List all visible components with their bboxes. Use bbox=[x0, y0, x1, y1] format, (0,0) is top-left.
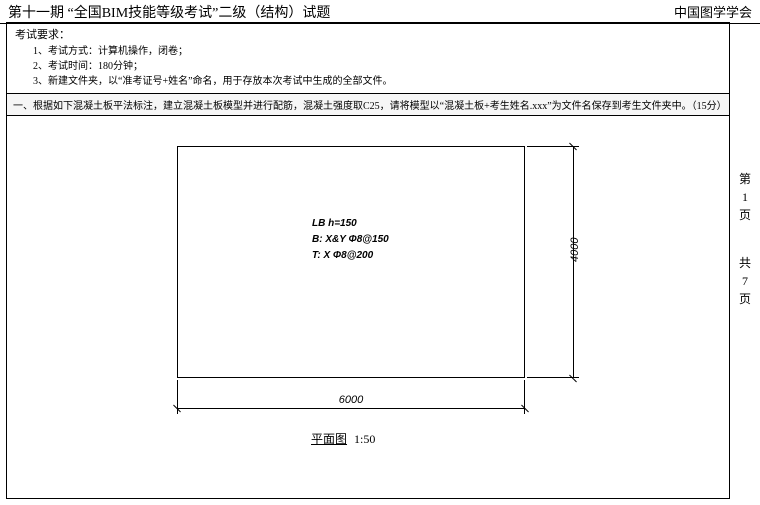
dim-value: 6000 bbox=[177, 394, 525, 406]
dim-tick-icon bbox=[568, 373, 578, 383]
requirement-item: 3、新建文件夹，以“准考证号+姓名”命名，用于存放本次考试中生成的全部文件。 bbox=[33, 74, 721, 89]
page-frame: 考试要求： 1、考试方式：计算机操作，闭卷； 2、考试时间：180分钟； 3、新… bbox=[6, 22, 730, 499]
slab-annotations: LB h=150 B: X&Y Φ8@150 T: X Φ8@200 bbox=[312, 216, 389, 264]
annotation-top-rebar: T: X Φ8@200 bbox=[312, 248, 389, 264]
pager-total: 7 bbox=[736, 272, 754, 290]
drawing-area: LB h=150 B: X&Y Φ8@150 T: X Φ8@200 6000 … bbox=[7, 116, 729, 486]
exam-title: 第十一期 “全国BIM技能等级考试”二级（结构）试题 bbox=[8, 2, 330, 22]
page-header: 第十一期 “全国BIM技能等级考试”二级（结构）试题 中国图学学会 bbox=[0, 0, 760, 24]
plan-name: 平面图 bbox=[307, 432, 351, 447]
dim-tick-icon bbox=[568, 141, 578, 151]
plan-scale: 1:50 bbox=[354, 432, 375, 446]
requirement-item: 1、考试方式：计算机操作，闭卷； bbox=[33, 44, 721, 59]
pager-text: 第 bbox=[736, 170, 754, 188]
pager-current: 1 bbox=[736, 188, 754, 206]
dim-value: 4000 bbox=[569, 237, 581, 261]
dim-line bbox=[177, 408, 525, 409]
dimension-vertical: 4000 bbox=[563, 146, 593, 378]
exam-requirements: 考试要求： 1、考试方式：计算机操作，闭卷； 2、考试时间：180分钟； 3、新… bbox=[7, 23, 729, 93]
dimension-horizontal: 6000 bbox=[177, 398, 525, 428]
page-number-sidebar: 第 1 页 共 7 页 bbox=[736, 170, 754, 308]
pager-text: 页 bbox=[736, 206, 754, 224]
pager-text: 页 bbox=[736, 290, 754, 308]
annotation-lb: LB h=150 bbox=[312, 216, 389, 232]
pager-text: 共 bbox=[736, 254, 754, 272]
org-name: 中国图学学会 bbox=[674, 2, 752, 21]
requirement-item: 2、考试时间：180分钟； bbox=[33, 59, 721, 74]
requirements-title: 考试要求： bbox=[15, 27, 721, 44]
annotation-bottom-rebar: B: X&Y Φ8@150 bbox=[312, 232, 389, 248]
plan-view-title: 平面图 1:50 bbox=[307, 430, 375, 447]
question-text: 一、根据如下混凝土板平法标注，建立混凝土板模型并进行配筋，混凝土强度取C25，请… bbox=[7, 93, 729, 116]
